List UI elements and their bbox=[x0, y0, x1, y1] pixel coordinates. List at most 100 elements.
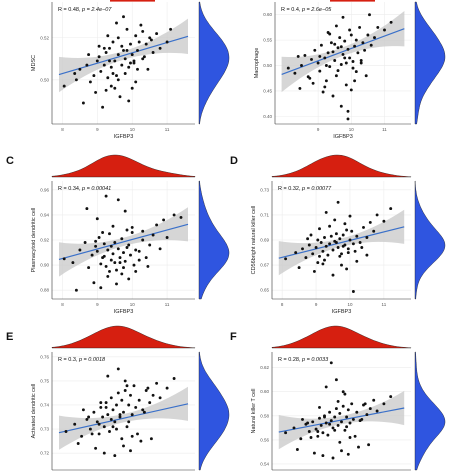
data-point bbox=[127, 403, 131, 407]
data-point bbox=[331, 273, 335, 277]
data-point bbox=[328, 242, 332, 246]
data-point bbox=[343, 222, 347, 226]
data-point bbox=[141, 408, 145, 412]
data-point bbox=[111, 72, 115, 75]
data-point bbox=[306, 421, 310, 425]
correlation-r: R = 0.34, bbox=[58, 186, 82, 192]
x-tick-label: 8 bbox=[61, 127, 64, 132]
data-point bbox=[92, 281, 96, 285]
data-point bbox=[364, 74, 368, 78]
data-point bbox=[137, 249, 141, 253]
data-point bbox=[309, 233, 313, 237]
data-point bbox=[338, 411, 342, 415]
data-point bbox=[95, 217, 99, 221]
data-point bbox=[304, 256, 308, 260]
x-tick-label: 10 bbox=[349, 127, 355, 132]
data-point bbox=[120, 272, 124, 276]
data-point bbox=[312, 451, 316, 455]
y-tick-label: 0.52 bbox=[40, 35, 49, 40]
data-point bbox=[120, 398, 124, 402]
data-point bbox=[326, 433, 330, 437]
data-point bbox=[179, 215, 183, 219]
data-point bbox=[113, 59, 117, 63]
data-point bbox=[353, 79, 357, 83]
data-point bbox=[172, 213, 176, 217]
correlation-p: p = 0.00077 bbox=[301, 186, 332, 192]
data-point bbox=[136, 67, 139, 71]
data-point bbox=[346, 247, 350, 251]
y-tick-label: 0.75 bbox=[40, 378, 49, 383]
correlation-annotation: R = 0.28, p = 0.0033 bbox=[278, 357, 329, 363]
data-point bbox=[101, 105, 105, 109]
data-point bbox=[331, 94, 335, 98]
data-point bbox=[94, 244, 98, 248]
data-point bbox=[350, 402, 354, 406]
data-point bbox=[95, 420, 99, 424]
data-point bbox=[141, 29, 145, 33]
data-point bbox=[316, 61, 320, 65]
data-point bbox=[298, 86, 302, 90]
data-point bbox=[326, 51, 330, 55]
data-point bbox=[345, 267, 349, 271]
data-point bbox=[130, 53, 134, 57]
data-point bbox=[81, 101, 85, 105]
data-point bbox=[340, 449, 343, 453]
data-point bbox=[308, 76, 312, 80]
data-point bbox=[365, 236, 369, 239]
data-point bbox=[130, 434, 134, 438]
x-tick-label: 11 bbox=[165, 127, 170, 132]
data-point bbox=[132, 59, 136, 63]
data-point bbox=[109, 258, 113, 262]
data-point bbox=[318, 54, 322, 58]
data-point bbox=[95, 249, 99, 253]
data-point bbox=[376, 25, 380, 29]
data-point bbox=[319, 423, 323, 427]
data-point bbox=[360, 246, 364, 249]
data-point bbox=[369, 43, 373, 47]
data-point bbox=[94, 239, 98, 243]
data-point bbox=[129, 253, 132, 257]
data-point bbox=[104, 194, 108, 198]
data-point bbox=[343, 39, 347, 43]
y-tick-label: 0.73 bbox=[260, 187, 269, 192]
data-point bbox=[310, 57, 313, 61]
data-point bbox=[80, 434, 84, 438]
data-point bbox=[106, 413, 110, 417]
data-point bbox=[299, 437, 303, 441]
data-point bbox=[116, 36, 120, 40]
data-point bbox=[301, 247, 304, 251]
data-point bbox=[137, 40, 141, 44]
data-point bbox=[123, 209, 127, 213]
data-point bbox=[294, 251, 298, 255]
data-point bbox=[101, 231, 105, 234]
data-point bbox=[333, 42, 337, 46]
data-point bbox=[344, 61, 348, 65]
data-point bbox=[120, 44, 124, 48]
data-point bbox=[323, 415, 326, 419]
data-point bbox=[125, 27, 129, 31]
data-point bbox=[353, 44, 357, 48]
data-point bbox=[111, 252, 115, 256]
data-point bbox=[108, 59, 111, 63]
data-point bbox=[338, 440, 342, 444]
data-point bbox=[120, 437, 124, 441]
data-point bbox=[331, 426, 335, 430]
data-point bbox=[356, 51, 360, 55]
data-point bbox=[88, 427, 92, 431]
data-point bbox=[162, 218, 166, 222]
data-point bbox=[109, 65, 113, 69]
data-point bbox=[106, 34, 110, 38]
y-tick-label: 0.50 bbox=[40, 77, 49, 82]
data-point bbox=[123, 57, 127, 61]
y-tick-label: 0.56 bbox=[260, 437, 269, 442]
y-axis-title: Macrophage bbox=[254, 48, 260, 79]
y-tick-label: 0.94 bbox=[40, 212, 49, 217]
data-point bbox=[109, 417, 113, 421]
data-point bbox=[97, 432, 101, 436]
data-point bbox=[118, 413, 122, 417]
data-point bbox=[341, 15, 345, 19]
data-point bbox=[351, 290, 355, 293]
data-point bbox=[351, 60, 355, 63]
data-point bbox=[343, 428, 347, 432]
data-point bbox=[94, 90, 98, 94]
